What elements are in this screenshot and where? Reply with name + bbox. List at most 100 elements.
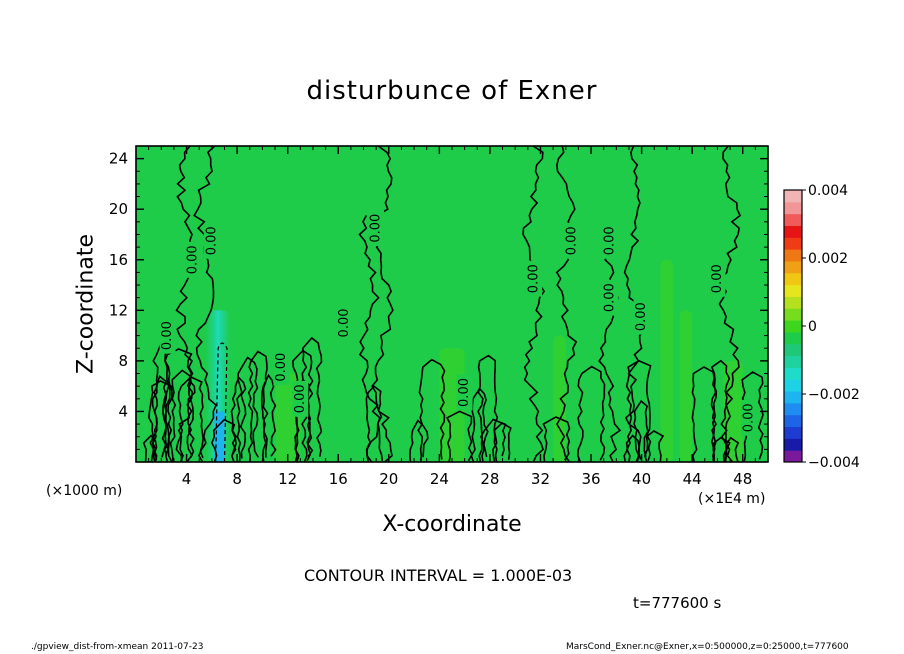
x-tick-label: 24 — [430, 470, 449, 488]
colorbar-tick-label: −0.002 — [808, 387, 860, 403]
y-tick-label: 20 — [109, 200, 128, 218]
contour-line — [691, 366, 718, 463]
contour-line — [247, 350, 269, 463]
field-features — [205, 259, 743, 462]
x-tick-label: 28 — [480, 470, 499, 488]
contour-line — [480, 418, 507, 463]
footer-right: MarsCond_Exner.nc@Exner,x=0:500000,z=0:2… — [566, 642, 849, 652]
colorbar-swatch — [784, 201, 802, 215]
colorbar-swatch — [784, 308, 802, 321]
contour-label: 0.00 — [457, 378, 472, 407]
x-axis-unit: (×1000 m) — [46, 483, 123, 499]
colorbar-swatch — [784, 237, 802, 250]
colorbar-tick-label: −0.004 — [808, 455, 860, 471]
contour-label: 0.00 — [710, 264, 725, 293]
positive-anomaly-streak — [723, 360, 743, 462]
contour-label-bg — [526, 260, 543, 297]
contour-line — [301, 336, 323, 463]
contour-line — [260, 373, 277, 463]
x-tick-label: 8 — [232, 470, 242, 488]
colorbar-swatch — [784, 272, 802, 286]
contour-label: 0.00 — [369, 214, 384, 243]
colorbar-swatch — [784, 190, 802, 203]
y-tick-label: 16 — [109, 251, 128, 269]
colorbar-swatch — [784, 213, 802, 226]
contour-line — [555, 145, 578, 463]
x-tick-label: 20 — [379, 470, 398, 488]
contour-line — [633, 399, 649, 463]
x-tick-label: 16 — [329, 470, 348, 488]
x-tick-label: 4 — [182, 470, 192, 488]
colorbar-tick-label: 0.002 — [808, 251, 848, 267]
contour-label: 0.00 — [565, 226, 580, 255]
positive-anomaly-streak — [679, 310, 693, 462]
contour-label-bg — [203, 222, 220, 259]
contour-line — [446, 410, 474, 463]
contour-label: 0.00 — [603, 283, 618, 312]
contour-line — [625, 359, 652, 463]
colorbar-swatch — [784, 391, 802, 404]
contour-line — [644, 430, 665, 463]
x-tick-label: 44 — [683, 470, 702, 488]
colorbar-swatch — [784, 450, 802, 463]
contour-line — [718, 145, 742, 463]
colorbar-swatch — [784, 331, 802, 345]
contour-line — [236, 356, 259, 463]
contour-line — [417, 358, 446, 463]
contour-label-bg — [336, 304, 353, 341]
negative-anomaly-core — [214, 411, 225, 462]
contour-line — [470, 387, 489, 463]
colorbar-swatch — [784, 402, 802, 416]
y-tick-label: 24 — [109, 150, 128, 168]
colorbar-swatch — [784, 284, 802, 297]
colorbar-swatch — [784, 320, 802, 333]
negative-contour-line — [215, 342, 228, 463]
contour-label: 0.00 — [160, 321, 175, 350]
colorbar-swatch — [784, 414, 802, 428]
contour-label: 0.00 — [337, 308, 352, 337]
contour-line — [477, 354, 499, 463]
contour-line — [522, 145, 546, 463]
x-tick-label: 48 — [733, 470, 752, 488]
colorbar-swatch — [784, 343, 802, 357]
colorbar-swatch — [784, 260, 802, 274]
contour-label-bg — [456, 374, 473, 411]
colorbar-swatch — [784, 225, 802, 238]
contour-line — [293, 378, 312, 463]
contour-label-bg — [602, 279, 618, 316]
contour-line — [175, 145, 199, 463]
x-tick-label: 32 — [531, 470, 550, 488]
colorbar-swatch — [784, 296, 802, 309]
contour-line — [722, 436, 740, 463]
colorbar-swatch — [784, 355, 802, 368]
x-axis-label: X-coordinate — [382, 512, 522, 537]
colorbar-swatch — [784, 379, 802, 392]
chart-title: disturbunce of Exner — [306, 76, 598, 106]
contour-labels: 0.00 0.00 0.00 0.00 0.00 0.00 0.00 0.00 0.00 0.00… — [159, 210, 758, 436]
contour-label: 0.00 — [293, 384, 308, 413]
y-tick-label: 12 — [109, 301, 128, 319]
contour-line — [623, 434, 642, 463]
contour-label: 0.00 — [185, 245, 200, 274]
y-axis: 4 8 12 16 20 24 — [109, 150, 768, 450]
contour-line — [164, 348, 194, 463]
positive-anomaly-streak — [553, 335, 566, 462]
colorbar-swatch — [784, 438, 802, 451]
x-tick-label: 36 — [581, 470, 600, 488]
contour-line — [577, 365, 606, 463]
contour-label-bg — [159, 317, 176, 354]
contour-label: 0.00 — [274, 353, 289, 382]
y-tick-label: 8 — [118, 352, 128, 370]
colorbar-swatch — [784, 367, 802, 380]
y-axis-label: Z-coordinate — [73, 234, 99, 374]
contour-label-bg — [368, 210, 385, 247]
contour-lines — [142, 145, 764, 463]
contour-line — [230, 376, 247, 463]
contour-label-bg — [602, 222, 618, 259]
contour-interval-text: CONTOUR INTERVAL = 1.000E-03 — [304, 566, 573, 585]
colorbar: 0.004 0.002 0 −0.002 −0.004 — [783, 183, 860, 471]
contour-label: 0.00 — [634, 302, 649, 331]
contour-label-bg — [633, 298, 650, 335]
contour-label-bg — [709, 260, 726, 297]
